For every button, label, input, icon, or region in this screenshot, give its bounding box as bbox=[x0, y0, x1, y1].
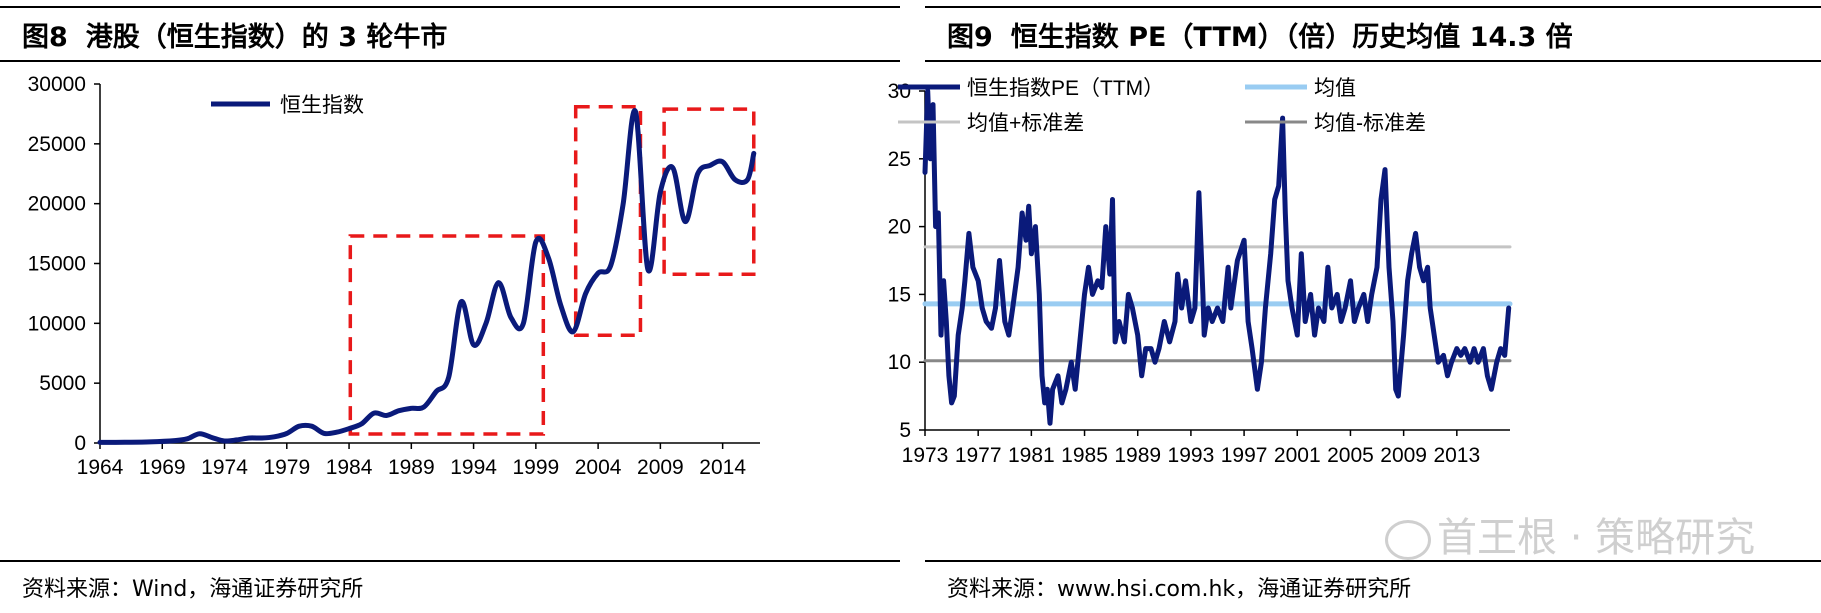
x-tick-label: 1984 bbox=[326, 456, 373, 479]
y-tick-label: 10000 bbox=[28, 312, 86, 335]
series-line-0 bbox=[922, 88, 1512, 426]
bull-market-box bbox=[573, 104, 643, 338]
title-rule bbox=[0, 60, 900, 62]
hsi-pe-chart: 5 10 15 20 25 30 1973 1977 1981 1985 1989 1993 1997 2… bbox=[888, 77, 1513, 467]
x-tick-label: 1974 bbox=[201, 456, 248, 479]
y-tick-label: 5000 bbox=[39, 372, 86, 395]
y-tick-label: 25 bbox=[888, 148, 911, 171]
bull-market-box bbox=[662, 107, 756, 277]
x-tick-label: 1993 bbox=[1168, 444, 1215, 467]
x-tick-label: 1985 bbox=[1061, 444, 1108, 467]
x-tick-label: 1964 bbox=[77, 456, 124, 479]
x-tick-label: 1977 bbox=[955, 444, 1002, 467]
figure-8-panel: 图8 港股（恒生指数）的 3 轮牛市 0 5000 10000 15000 20000 25… bbox=[0, 0, 900, 613]
x-tick-label: 1999 bbox=[512, 456, 559, 479]
source-note: 资料来源：Wind，海通证券研究所 bbox=[22, 577, 364, 602]
legend-label: 恒生指数 bbox=[280, 94, 364, 117]
legend-label: 均值-标准差 bbox=[1314, 112, 1426, 135]
x-tick-label: 1973 bbox=[902, 444, 949, 467]
x-tick-label: 2001 bbox=[1274, 444, 1321, 467]
x-tick-label: 1979 bbox=[263, 456, 310, 479]
y-tick-label: 30000 bbox=[28, 73, 86, 96]
figure-number: 图9 bbox=[947, 22, 993, 53]
y-tick-label: 5 bbox=[899, 419, 911, 442]
x-tick-label: 1997 bbox=[1221, 444, 1268, 467]
series-line-hsi bbox=[97, 108, 757, 445]
wechat-icon bbox=[1385, 520, 1431, 560]
y-tick-label: 30 bbox=[888, 80, 911, 103]
x-tick-label: 1989 bbox=[388, 456, 435, 479]
bottom-rule bbox=[925, 560, 1821, 562]
y-tick-label: 20 bbox=[888, 216, 911, 239]
x-tick-label: 1981 bbox=[1008, 444, 1055, 467]
x-tick-label: 1994 bbox=[450, 456, 497, 479]
figure-9-panel: 图9 恒生指数 PE（TTM）（倍）历史均值 14.3 倍 5 10 15 20 25 30… bbox=[888, 0, 1821, 613]
figure-number: 图8 bbox=[22, 22, 68, 53]
y-tick-label: 0 bbox=[74, 432, 86, 455]
x-tick-label: 2004 bbox=[575, 456, 622, 479]
legend-label: 均值 bbox=[1314, 77, 1356, 100]
y-tick-label: 15 bbox=[888, 283, 911, 306]
figure-title: 图9 恒生指数 PE（TTM）（倍）历史均值 14.3 倍 bbox=[947, 15, 1573, 54]
x-tick-label: 2014 bbox=[699, 456, 746, 479]
y-tick-label: 20000 bbox=[28, 193, 86, 216]
top-rule bbox=[925, 6, 1821, 8]
y-tick-label: 25000 bbox=[28, 133, 86, 156]
bull-market-box bbox=[348, 234, 546, 436]
watermark: 首王根 · 策略研究 bbox=[1385, 505, 1755, 563]
x-tick-label: 2013 bbox=[1433, 444, 1480, 467]
figure-title-text: 恒生指数 PE（TTM）（倍）历史均值 14.3 倍 bbox=[1010, 22, 1573, 53]
legend-label: 均值+标准差 bbox=[967, 112, 1084, 135]
hsi-index-chart: 0 5000 10000 15000 20000 25000 30000 1964 1969 19… bbox=[28, 73, 760, 479]
figure-title-text: 港股（恒生指数）的 3 轮牛市 bbox=[85, 22, 448, 53]
source-note: 资料来源：www.hsi.com.hk，海通证券研究所 bbox=[947, 577, 1412, 602]
y-tick-label: 15000 bbox=[28, 253, 86, 276]
figure-title: 图8 港股（恒生指数）的 3 轮牛市 bbox=[22, 15, 447, 54]
top-rule bbox=[0, 6, 900, 8]
legend-label: 恒生指数PE（TTM） bbox=[967, 77, 1164, 100]
title-rule bbox=[925, 60, 1821, 62]
y-tick-label: 10 bbox=[888, 351, 911, 374]
watermark-text: 首王根 · 策略研究 bbox=[1437, 515, 1756, 561]
x-tick-label: 2009 bbox=[1380, 444, 1427, 467]
x-tick-label: 1989 bbox=[1114, 444, 1161, 467]
x-tick-label: 2005 bbox=[1327, 444, 1374, 467]
x-tick-label: 1969 bbox=[139, 456, 186, 479]
bottom-rule bbox=[0, 560, 900, 562]
x-tick-label: 2009 bbox=[637, 456, 684, 479]
